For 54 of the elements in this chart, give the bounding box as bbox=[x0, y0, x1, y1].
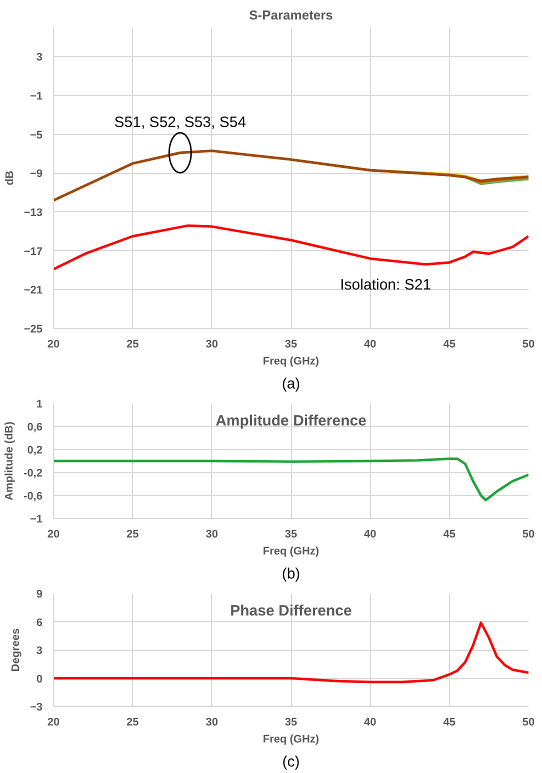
x-tick-label: 35 bbox=[284, 716, 298, 728]
text: Phase Difference bbox=[230, 602, 352, 620]
x-tick-label: 25 bbox=[126, 338, 139, 350]
y-tick-label: 6 bbox=[36, 616, 43, 629]
x-tick-label: 40 bbox=[364, 528, 376, 540]
x-axis-title: Freq (GHz) bbox=[262, 734, 320, 746]
y-tick-label: 0,6 bbox=[27, 422, 43, 434]
text: (b) bbox=[282, 566, 300, 582]
x-axis-title: Freq (GHz) bbox=[262, 546, 320, 558]
y-tick-label: −21 bbox=[24, 284, 43, 297]
y-tick-label: −9 bbox=[30, 168, 43, 180]
y-tick-label: 0 bbox=[36, 673, 43, 686]
x-tick-label: 50 bbox=[522, 528, 535, 540]
x-tick-label: 35 bbox=[284, 528, 298, 540]
y-tick-label: −25 bbox=[24, 324, 43, 336]
x-tick-label: 20 bbox=[47, 716, 60, 728]
x-tick-label: 20 bbox=[47, 528, 60, 540]
y-tick-label: 0,2 bbox=[27, 444, 43, 456]
y-tick-label: −13 bbox=[24, 206, 43, 219]
y-tick-label: −17 bbox=[24, 246, 43, 258]
x-tick-label: 40 bbox=[364, 716, 376, 728]
x-tick-label: 30 bbox=[206, 716, 218, 728]
x-tick-label: 35 bbox=[284, 338, 298, 350]
y-tick-label: 3 bbox=[36, 645, 43, 657]
y-tick-label: −5 bbox=[30, 129, 43, 142]
text: (c) bbox=[282, 754, 300, 770]
x-tick-label: 50 bbox=[522, 338, 535, 350]
y-tick-label: 9 bbox=[36, 588, 43, 600]
y-tick-label: -0,6 bbox=[24, 490, 43, 502]
y-tick-label: −1 bbox=[30, 90, 43, 102]
x-tick-label: 45 bbox=[443, 528, 456, 540]
x-tick-label: 25 bbox=[126, 716, 139, 728]
y-tick-label: 1 bbox=[36, 398, 43, 410]
y-tick-label: −3 bbox=[30, 702, 43, 714]
y-tick-label: 3 bbox=[36, 52, 43, 64]
x-tick-label: 45 bbox=[443, 716, 456, 728]
x-tick-label: 40 bbox=[364, 338, 376, 350]
x-tick-label: 30 bbox=[206, 338, 218, 350]
x-tick-label: 20 bbox=[47, 338, 60, 350]
y-tick-label: -0,2 bbox=[24, 468, 43, 480]
text: (a) bbox=[282, 376, 300, 392]
annotation: S51, S52, S53, S54 bbox=[114, 114, 246, 131]
y-axis-title: dB bbox=[4, 170, 16, 186]
y-axis-title: Degrees bbox=[10, 628, 22, 672]
x-axis-title: Freq (GHz) bbox=[262, 356, 320, 368]
x-tick-label: 25 bbox=[126, 528, 139, 540]
text: Amplitude Difference bbox=[216, 412, 366, 430]
series-label: Isolation: S21 bbox=[340, 276, 432, 294]
y-tick-label: −1 bbox=[30, 514, 43, 526]
x-tick-label: 30 bbox=[206, 528, 218, 540]
x-tick-label: 45 bbox=[443, 338, 456, 350]
chart-title: S-Parameters bbox=[249, 8, 333, 22]
y-axis-title: Amplitude (dB) bbox=[4, 421, 16, 500]
x-tick-label: 50 bbox=[522, 716, 535, 728]
